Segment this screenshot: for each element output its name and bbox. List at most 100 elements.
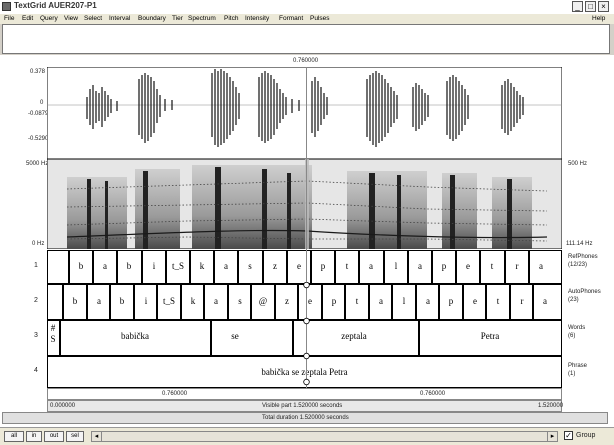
- phone-interval[interactable]: a: [103, 261, 107, 271]
- interval-boundary[interactable]: [92, 251, 94, 283]
- phone-interval[interactable]: e: [297, 261, 301, 271]
- phone-interval[interactable]: s: [248, 261, 252, 271]
- phone-interval[interactable]: l: [402, 296, 406, 306]
- interval-boundary[interactable]: [297, 285, 299, 319]
- phone-interval[interactable]: s: [238, 296, 242, 306]
- phone-interval[interactable]: b: [119, 296, 125, 306]
- interval-boundary[interactable]: [310, 251, 312, 283]
- interval-boundary[interactable]: [227, 285, 229, 319]
- phone-interval[interactable]: p: [448, 296, 454, 306]
- interval-boundary[interactable]: [431, 251, 433, 283]
- interval-boundary[interactable]: [438, 285, 440, 319]
- phone-interval[interactable]: r: [520, 296, 524, 306]
- visible-part-bar[interactable]: [47, 400, 562, 412]
- spectrogram[interactable]: [47, 159, 562, 249]
- interval-boundary[interactable]: [274, 285, 276, 319]
- interval-boundary[interactable]: [479, 251, 481, 283]
- phone-interval[interactable]: a: [426, 296, 430, 306]
- interval-boundary[interactable]: [455, 251, 457, 283]
- phone-interval[interactable]: z: [285, 296, 289, 306]
- interval-boundary[interactable]: [321, 285, 323, 319]
- interval-boundary[interactable]: [156, 285, 158, 319]
- phone-interval[interactable]: l: [394, 261, 398, 271]
- interval-boundary[interactable]: [141, 251, 143, 283]
- phone-interval[interactable]: t_S: [171, 261, 184, 271]
- phone-interval[interactable]: a: [214, 296, 218, 306]
- phone-interval[interactable]: b: [126, 261, 132, 271]
- phone-interval[interactable]: a: [379, 296, 383, 306]
- interval-boundary[interactable]: [358, 251, 360, 283]
- menu-spectrum[interactable]: Spectrum: [188, 15, 216, 22]
- menu-boundary[interactable]: Boundary: [138, 15, 166, 22]
- phone-interval[interactable]: i: [144, 296, 148, 306]
- phone-interval[interactable]: a: [418, 261, 422, 271]
- zoom-selection-button[interactable]: sel: [66, 431, 84, 442]
- phone-interval[interactable]: a: [97, 296, 101, 306]
- menu-file[interactable]: File: [4, 15, 15, 22]
- menu-select[interactable]: Select: [84, 15, 103, 22]
- phone-interval[interactable]: i: [152, 261, 156, 271]
- word-interval[interactable]: babička: [121, 331, 149, 341]
- interval-boundary[interactable]: [116, 251, 118, 283]
- phone-interval[interactable]: @: [258, 296, 268, 306]
- group-checkbox[interactable]: ✓: [564, 431, 573, 440]
- phone-interval[interactable]: p: [441, 261, 447, 271]
- scroll-left-arrow-icon[interactable]: ◂: [92, 432, 102, 441]
- interval-boundary[interactable]: [286, 251, 288, 283]
- selection-time-bar[interactable]: [47, 388, 562, 400]
- interval-boundary[interactable]: [528, 251, 530, 283]
- minimize-button[interactable]: _: [572, 1, 583, 12]
- interval-boundary[interactable]: [368, 285, 370, 319]
- interval-boundary[interactable]: [532, 285, 534, 319]
- phone-interval[interactable]: b: [78, 261, 84, 271]
- menu-edit[interactable]: Edit: [22, 15, 34, 22]
- interval-boundary[interactable]: [165, 251, 167, 283]
- interval-boundary[interactable]: [203, 285, 205, 319]
- zoom-in-button[interactable]: in: [26, 431, 42, 442]
- boundary-handles[interactable]: [302, 282, 311, 386]
- phone-interval[interactable]: p: [331, 296, 337, 306]
- interval-boundary[interactable]: [62, 285, 64, 319]
- interval-boundary[interactable]: [391, 285, 393, 319]
- text-edit-box[interactable]: [2, 24, 610, 54]
- menu-formant[interactable]: Formant: [279, 15, 304, 22]
- phone-interval[interactable]: r: [515, 261, 519, 271]
- menu-pulses[interactable]: Pulses: [310, 15, 330, 22]
- word-interval[interactable]: Petra: [480, 331, 500, 341]
- interval-boundary[interactable]: [504, 251, 506, 283]
- interval-boundary[interactable]: [133, 285, 135, 319]
- interval-boundary[interactable]: [86, 285, 88, 319]
- interval-boundary[interactable]: [383, 251, 385, 283]
- phone-interval[interactable]: t: [496, 296, 500, 306]
- phone-interval[interactable]: b: [72, 296, 78, 306]
- menu-pitch[interactable]: Pitch: [224, 15, 239, 22]
- interval-boundary[interactable]: [485, 285, 487, 319]
- phrase-interval[interactable]: babička se zeptala Petra: [261, 367, 348, 377]
- interval-boundary[interactable]: [213, 251, 215, 283]
- interval-boundary[interactable]: [334, 251, 336, 283]
- phone-interval[interactable]: e: [473, 296, 477, 306]
- interval-boundary[interactable]: [180, 285, 182, 319]
- interval-boundary[interactable]: [237, 251, 239, 283]
- time-cursor[interactable]: [306, 67, 307, 388]
- interval-boundary[interactable]: [509, 285, 511, 319]
- scroll-right-arrow-icon[interactable]: ▸: [547, 432, 557, 441]
- phone-interval[interactable]: a: [369, 261, 373, 271]
- menu-interval[interactable]: Interval: [109, 15, 131, 22]
- phone-interval[interactable]: e: [308, 296, 312, 306]
- total-duration-bar[interactable]: [2, 412, 608, 424]
- menu-query[interactable]: Query: [40, 15, 58, 22]
- menu-help[interactable]: Help: [592, 15, 606, 22]
- phone-interval[interactable]: t_S: [162, 296, 175, 306]
- zoom-out-button[interactable]: out: [44, 431, 64, 442]
- editor-panel[interactable]: 0.760000 0.378 0 -0.08799 -0.5290: [0, 55, 614, 427]
- zoom-all-button[interactable]: all: [4, 431, 24, 442]
- horizontal-scrollbar[interactable]: ◂ ▸: [91, 431, 558, 442]
- phone-interval[interactable]: a: [224, 261, 228, 271]
- phone-interval[interactable]: e: [466, 261, 470, 271]
- phone-interval[interactable]: k: [190, 296, 196, 306]
- interval-boundary[interactable]: [68, 251, 70, 283]
- menu-intensity[interactable]: Intensity: [245, 15, 270, 22]
- interval-boundary[interactable]: [462, 285, 464, 319]
- phone-interval[interactable]: z: [273, 261, 277, 271]
